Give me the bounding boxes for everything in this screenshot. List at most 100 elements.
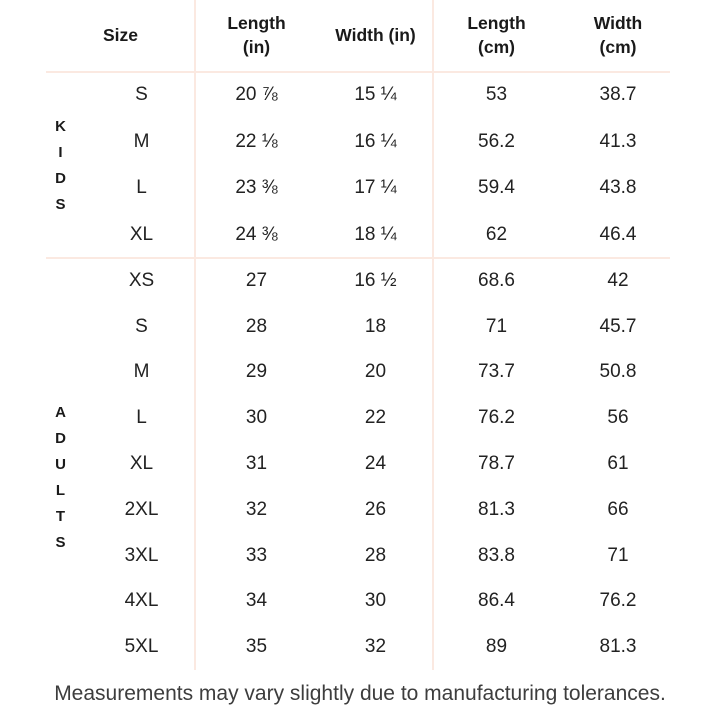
row-spacer [0,212,88,259]
width-cm-cell: 71 [607,544,629,566]
size-cell: 2XL [124,498,159,520]
column-header-width-in: Width (in) [335,25,416,46]
size-cell: M [133,361,150,383]
row-spacer [0,533,88,579]
width-cm-cell: 76.2 [599,590,637,612]
row-spacer [0,165,88,212]
table-row: XL 31 24 78.7 61 [0,441,676,487]
width-in-cell: 17 ¼ [354,177,397,199]
table-row: M 22 ⅛ 16 ¼ 56.2 41.3 [0,119,676,166]
table-row: 4XL 34 30 86.4 76.2 [0,579,676,625]
width-in-cell: 16 ¼ [354,130,397,152]
width-in-cell: 26 [364,498,387,520]
length-in-cell: 31 [245,453,268,475]
length-cm-cell: 53 [485,84,508,106]
row-spacer [0,258,88,304]
width-in-cell: 15 ¼ [354,84,397,106]
table-row: 2XL 32 26 81.3 66 [0,487,676,533]
row-spacer [0,395,88,441]
length-cm-cell: 59.4 [478,177,515,199]
width-in-cell: 18 ¼ [354,223,397,245]
size-cell: 4XL [124,590,159,612]
size-cell: L [136,407,147,429]
length-in-cell: 34 [245,590,268,612]
size-cell: 5XL [124,636,159,658]
group-label-adults: ADULTS [52,404,69,560]
length-cm-cell: 73.7 [478,361,515,383]
width-cm-cell: 43.8 [599,177,637,199]
width-cm-cell: 56 [607,407,629,429]
row-spacer [0,624,88,670]
row-spacer [0,72,88,119]
column-header-size: Size [102,25,139,46]
tolerance-note: Measurements may vary slightly due to ma… [54,682,666,705]
length-cm-cell: 83.8 [478,544,515,566]
width-in-cell: 20 [364,361,387,383]
size-cell: 3XL [124,544,159,566]
width-cm-cell: 50.8 [599,361,637,383]
kids-section: S 20 ⅞ 15 ¼ 53 38.7 M 22 ⅛ 16 ¼ 56.2 41.… [0,72,676,258]
length-in-cell: 23 ⅜ [235,177,278,199]
length-cm-cell: 71 [485,315,508,337]
row-spacer [0,350,88,396]
length-cm-cell: 86.4 [478,590,515,612]
column-header-length-in: Length (in) [227,13,286,57]
length-in-cell: 35 [245,636,268,658]
row-spacer [0,441,88,487]
size-cell: S [135,84,148,106]
width-cm-cell: 38.7 [599,84,637,106]
width-cm-cell: 81.3 [599,636,637,658]
length-in-cell: 28 [245,315,268,337]
table-row: XL 24 ⅜ 18 ¼ 62 46.4 [0,212,676,259]
width-cm-cell: 45.7 [599,315,637,337]
table-row: 5XL 35 32 89 81.3 [0,624,676,670]
length-in-cell: 27 [245,269,268,291]
table-header-row: Size Length (in) Width (in) Length (cm) … [0,0,676,72]
adults-section: XS 27 16 ½ 68.6 42 S 28 18 71 45.7 M 29 … [0,258,676,670]
row-spacer [0,487,88,533]
length-cm-cell: 78.7 [478,453,515,475]
size-cell: XL [129,453,154,475]
width-in-cell: 18 [364,315,387,337]
length-in-cell: 33 [245,544,268,566]
width-cm-cell: 42 [607,269,629,291]
width-in-cell: 16 ½ [354,269,397,291]
length-in-cell: 30 [245,407,268,429]
width-cm-cell: 66 [607,498,629,520]
length-cm-cell: 62 [485,223,508,245]
size-cell: M [133,130,150,152]
width-cm-cell: 41.3 [599,130,637,152]
row-spacer [0,579,88,625]
row-spacer [0,304,88,350]
table-row: S 28 18 71 45.7 [0,304,676,350]
width-in-cell: 32 [364,636,387,658]
table-row: M 29 20 73.7 50.8 [0,350,676,396]
group-label-kids: KIDS [52,118,69,222]
length-cm-cell: 56.2 [478,130,515,152]
vertical-divider-left [194,0,196,670]
size-cell: XL [129,223,154,245]
length-in-cell: 32 [245,498,268,520]
length-in-cell: 24 ⅜ [235,223,278,245]
size-cell: XS [128,269,155,291]
size-cell: L [136,177,147,199]
vertical-divider-right [432,0,434,670]
length-cm-cell: 76.2 [478,407,515,429]
column-header-length-cm: Length (cm) [467,13,526,57]
length-in-cell: 20 ⅞ [235,84,278,106]
table-row: 3XL 33 28 83.8 71 [0,533,676,579]
width-in-cell: 24 [364,453,387,475]
width-cm-cell: 46.4 [599,223,637,245]
length-in-cell: 29 [245,361,268,383]
size-cell: S [135,315,148,337]
length-cm-cell: 68.6 [478,269,515,291]
width-in-cell: 30 [364,590,387,612]
width-in-cell: 22 [364,407,387,429]
header-divider [46,71,670,73]
table-row: S 20 ⅞ 15 ¼ 53 38.7 [0,72,676,119]
length-in-cell: 22 ⅛ [235,130,278,152]
width-in-cell: 28 [364,544,387,566]
row-spacer [0,119,88,166]
length-cm-cell: 89 [485,636,508,658]
